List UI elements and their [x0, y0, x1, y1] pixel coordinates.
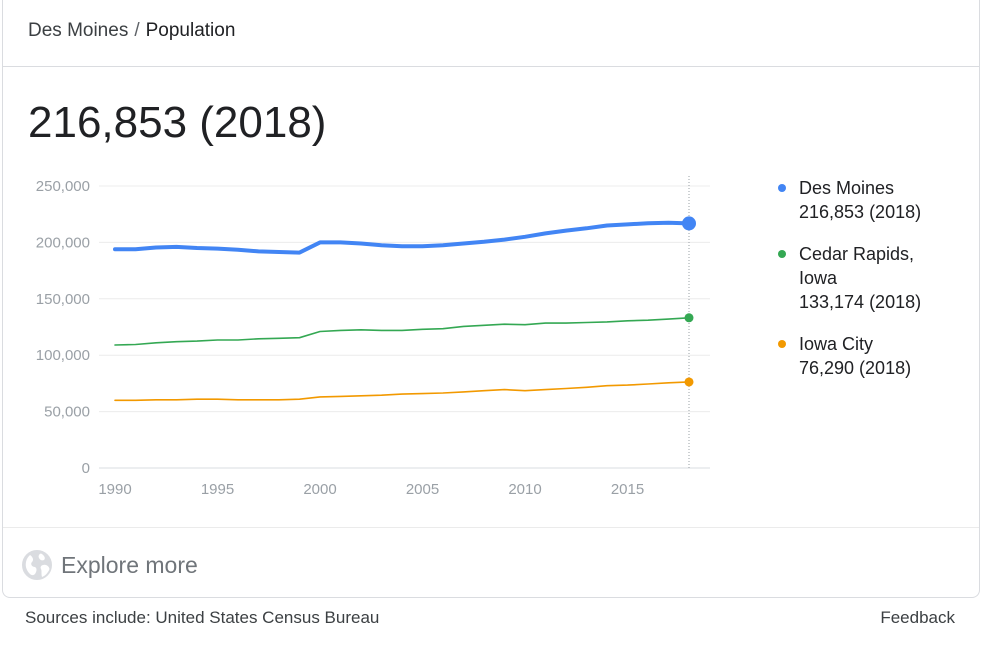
population-headline: 216,853 (2018)	[28, 98, 327, 147]
x-tick-label: 1995	[201, 481, 234, 498]
series-endpoint-0	[682, 216, 696, 231]
explore-more-button[interactable]: Explore more	[21, 548, 198, 582]
legend-dot	[778, 184, 786, 192]
y-tick-label: 200,000	[36, 234, 90, 251]
series-line-2	[114, 381, 690, 402]
breadcrumb-parent[interactable]: Des Moines	[28, 20, 129, 41]
x-tick-label: 1990	[98, 481, 131, 498]
x-tick-label: 2010	[508, 481, 541, 498]
legend-series-name: Iowa City	[799, 334, 874, 354]
chart-legend: Des Moines 216,853 (2018) Cedar Rapids, Io…	[778, 176, 978, 398]
legend-item: Des Moines 216,853 (2018)	[778, 176, 978, 224]
legend-item: Cedar Rapids, Iowa 133,174 (2018)	[778, 242, 978, 314]
y-tick-label: 150,000	[36, 291, 90, 308]
series-line-0	[113, 220, 691, 255]
legend-series-name: Cedar Rapids, Iowa	[799, 244, 915, 288]
population-line-chart[interactable]: 0 50,000 100,000 150,000 200,000 250,000 1990 1…	[3, 170, 743, 510]
header-divider	[3, 66, 979, 67]
series-line-1	[114, 317, 690, 346]
legend-dot	[778, 250, 786, 258]
x-tick-label: 2000	[303, 481, 336, 498]
legend-dot	[778, 340, 786, 348]
globe-icon	[22, 550, 52, 580]
legend-series-name: Des Moines	[799, 178, 895, 198]
legend-series-value: 76,290 (2018)	[799, 358, 912, 378]
population-card: Des Moines / Population 216,853 (2018) 0 50…	[2, 0, 980, 598]
breadcrumb-separator: /	[134, 20, 140, 41]
sources-text: Sources include: United States Census Bu…	[25, 608, 380, 627]
legend-item: Iowa City 76,290 (2018)	[778, 332, 978, 380]
y-tick-label: 0	[82, 460, 90, 477]
legend-series-value: 216,853 (2018)	[799, 202, 922, 222]
explore-more-label: Explore more	[61, 551, 198, 578]
footer-divider	[3, 527, 979, 528]
series-endpoint-1	[684, 313, 694, 323]
feedback-link[interactable]: Feedback	[880, 608, 955, 627]
x-tick-label: 2005	[406, 481, 439, 498]
legend-series-value: 133,174 (2018)	[799, 292, 922, 312]
x-tick-label: 2015	[611, 481, 644, 498]
breadcrumb: Des Moines / Population	[28, 20, 235, 42]
y-tick-label: 50,000	[44, 404, 90, 421]
y-tick-label: 100,000	[36, 347, 90, 364]
breadcrumb-current: Population	[145, 20, 236, 41]
series-endpoint-2	[684, 377, 694, 387]
y-tick-label: 250,000	[36, 178, 90, 195]
